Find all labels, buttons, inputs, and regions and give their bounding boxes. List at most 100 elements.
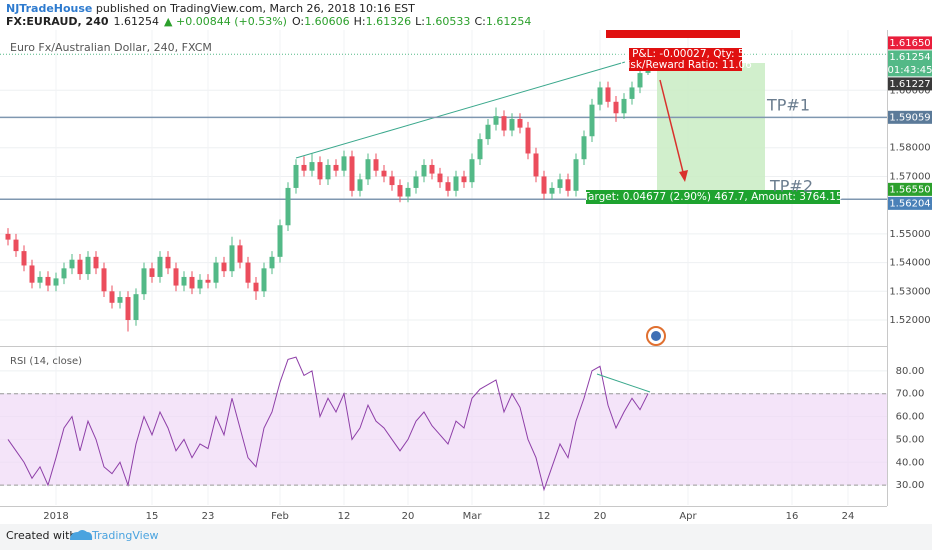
candle-body (77, 259, 83, 275)
candle-body (309, 162, 315, 171)
author[interactable]: NJTradeHouse (6, 2, 92, 15)
candle-body (493, 116, 499, 125)
x-tick-label: 20 (402, 511, 415, 522)
arrow-shaft (659, 79, 685, 177)
candle-body (453, 176, 459, 191)
candle-body (605, 87, 611, 102)
h-value: 1.61326 (366, 15, 412, 28)
rsi-divergence (596, 373, 651, 393)
y-tick-label: 1.53000 (889, 286, 930, 297)
price-label: 1.61650 (889, 38, 930, 49)
brand[interactable]: TradingView (91, 529, 158, 542)
y-tick-label: 1.58000 (889, 143, 930, 154)
candle-body (173, 268, 179, 286)
candle-body (221, 262, 227, 272)
x-tick-label: Feb (271, 511, 289, 522)
candle-body (629, 87, 635, 99)
candle-body (405, 187, 411, 197)
risk-reward: Risk/Reward Ratio: 11.06 (620, 59, 752, 71)
x-tick-label: 24 (842, 511, 855, 522)
target-zone (657, 63, 765, 198)
candle-body (157, 256, 163, 277)
candle-body (589, 104, 595, 137)
candle-body (597, 87, 603, 105)
candle-body (637, 73, 643, 88)
candle-body (557, 179, 563, 188)
candle-body (229, 245, 235, 272)
candle-body (21, 251, 27, 266)
price-label-box (888, 50, 932, 77)
x-tick-label: Mar (463, 511, 483, 522)
candle-body (501, 116, 507, 131)
candle-body (285, 187, 291, 226)
price-label-box (888, 77, 932, 91)
price-label: 1.56204 (889, 198, 930, 209)
candle-body (397, 185, 403, 197)
h-label: H: (354, 15, 366, 28)
pnl-text: Open P&L: -0.00027, Qty: 59101 (601, 48, 772, 60)
x-tick-label: 20 (594, 511, 607, 522)
rsi-tick-label: 60.00 (896, 412, 925, 423)
candle-body (205, 279, 211, 283)
price-label-box (888, 196, 932, 210)
price-label-box (888, 110, 932, 124)
candle-body (525, 127, 531, 154)
candle-body (213, 262, 219, 283)
price-label: 1.61254 (889, 52, 930, 63)
candle-body (317, 162, 323, 180)
candle-body (301, 164, 307, 171)
candle-body (389, 176, 395, 186)
published: published on TradingView.com, March 26, … (92, 2, 415, 15)
candle-body (429, 164, 435, 174)
candle-body (509, 119, 515, 131)
candle-body (357, 179, 363, 191)
symbol: FX:EURAUD, 240 (6, 15, 109, 28)
price-label-box (888, 182, 932, 196)
candle-body (533, 153, 539, 177)
x-tick-label: 12 (338, 511, 351, 522)
candle-body (125, 297, 131, 321)
l-label: L: (415, 15, 425, 28)
candle-body (85, 256, 91, 275)
change: ▲ +0.00844 (+0.53%) (164, 15, 287, 28)
tp2-label: TP#2 (769, 177, 813, 196)
x-tick-label: 12 (538, 511, 551, 522)
x-tick-label: 2018 (43, 511, 68, 522)
price-label: 1.61227 (889, 79, 930, 90)
footer-bg (0, 524, 932, 550)
symbol-line: FX:EURAUD, 240 1.61254 ▲ +0.00844 (+0.53%)… (6, 15, 531, 28)
x-tick-label: 16 (786, 511, 799, 522)
l-value: 1.60533 (425, 15, 471, 28)
rsi-tick-label: 80.00 (896, 366, 925, 377)
candle-body (53, 278, 59, 286)
rsi-title: RSI (14, close) (10, 356, 82, 367)
candle-body (565, 179, 571, 191)
candle-body (485, 124, 491, 140)
candle-body (197, 279, 203, 289)
candle-body (237, 245, 243, 263)
y-tick-label: 1.52000 (889, 315, 930, 326)
candle-body (189, 276, 195, 289)
candle-body (37, 276, 43, 283)
candle-body (117, 297, 123, 303)
arrow-head (679, 170, 688, 182)
rsi-line (7, 356, 649, 492)
candle-body (133, 294, 139, 321)
y-tick-label: 1.57000 (889, 171, 930, 182)
candle-body (349, 156, 355, 191)
candle-body (325, 164, 331, 180)
c-label: C: (474, 15, 485, 28)
candle-body (437, 173, 443, 183)
trend-line (295, 61, 626, 159)
c-value: 1.61254 (486, 15, 532, 28)
candle-body (341, 156, 347, 171)
x-tick-label: 23 (202, 511, 215, 522)
rsi-tick-label: 50.00 (896, 434, 925, 445)
candle-body (517, 119, 523, 128)
chart-title: Euro Fx/Australian Dollar, 240, FXCM (10, 41, 212, 54)
o-label: O: (292, 15, 304, 28)
candle-body (549, 187, 555, 194)
candle-body (245, 262, 251, 283)
y-tick-label: 1.55000 (889, 229, 930, 240)
